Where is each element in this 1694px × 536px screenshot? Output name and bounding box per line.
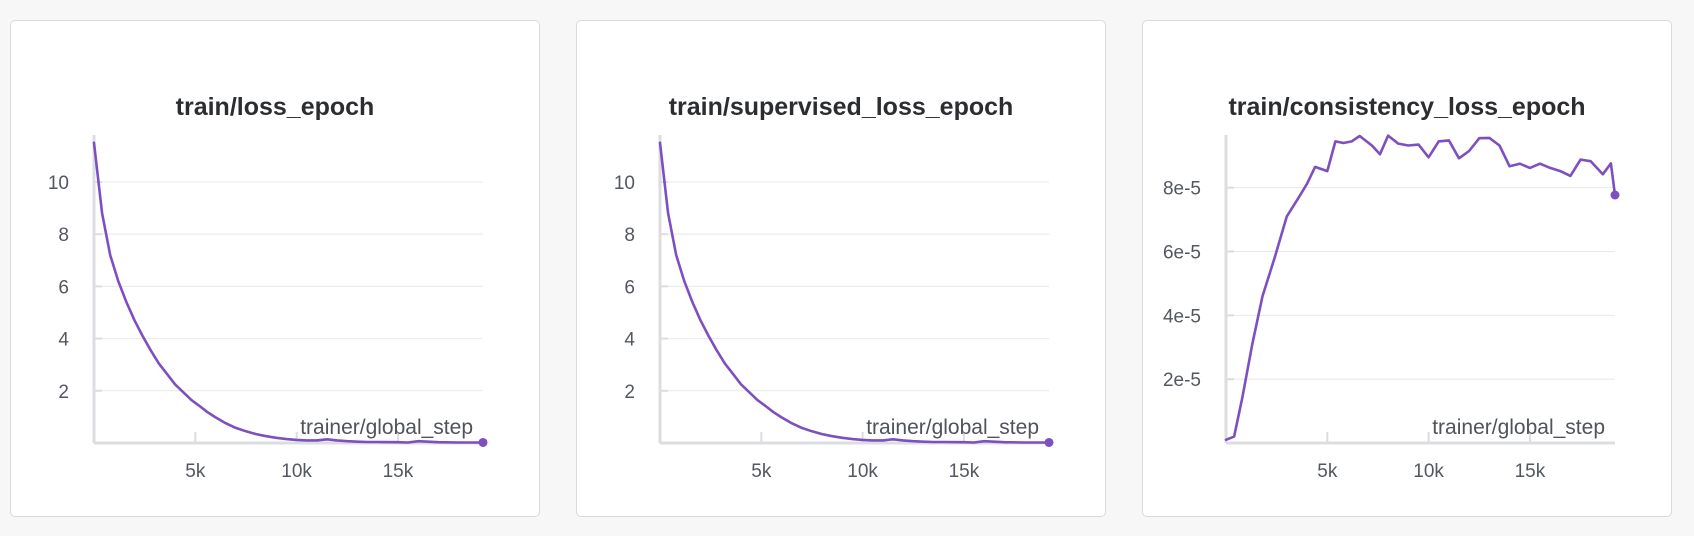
y-tick-label: 6 — [624, 277, 635, 298]
x-tick-label: 10k — [847, 461, 878, 482]
series-line — [1224, 134, 1617, 442]
y-tick-label: 10 — [614, 173, 635, 194]
x-tick-label: 5k — [751, 461, 772, 482]
x-tick-label: 10k — [281, 461, 312, 482]
x-tick-label: 10k — [1413, 461, 1444, 482]
series-end-point — [1610, 190, 1620, 200]
y-tick-label: 8e-5 — [1163, 179, 1201, 200]
chart-title: train/loss_epoch — [175, 93, 375, 121]
y-tick-label: 6e-5 — [1163, 242, 1201, 263]
chart-title: train/consistency_loss_epoch — [1228, 93, 1586, 121]
x-axis-label: trainer/global_step — [300, 416, 473, 439]
chart-panel-supervised-loss-epoch[interactable]: train/supervised_loss_epoch 2 4 6 8 10 5k 10k 1… — [576, 20, 1106, 517]
line-chart-loss-epoch[interactable]: 2 4 6 8 10 5k 10k 15k trainer/global_step — [11, 21, 539, 516]
y-tick-label: 10 — [48, 173, 69, 194]
y-tick-label: 4 — [58, 330, 69, 351]
y-tick-label: 4 — [624, 330, 635, 351]
x-tick-label: 15k — [383, 461, 414, 482]
x-tick-label: 15k — [1515, 461, 1546, 482]
x-tick-label: 5k — [1317, 461, 1338, 482]
y-tick-label: 2 — [58, 382, 69, 403]
x-axis-label: trainer/global_step — [866, 416, 1039, 439]
y-tick-label: 6 — [58, 277, 69, 298]
line-chart-consistency-loss-epoch[interactable]: 2e-5 4e-5 6e-5 8e-5 5k 10k 15k trainer/global_s… — [1143, 21, 1671, 516]
line-chart-supervised-loss-epoch[interactable]: 2 4 6 8 10 5k 10k 15k trainer/global_step — [577, 21, 1105, 516]
chart-panel-consistency-loss-epoch[interactable]: train/consistency_loss_epoch 2e-5 4e-5 6e-… — [1142, 20, 1672, 517]
y-tick-label: 2 — [624, 382, 635, 403]
series-line — [658, 141, 1051, 444]
chart-panel-loss-epoch[interactable]: train/loss_epoch 2 4 6 8 10 5k 10k 15k trainer/g… — [10, 20, 540, 517]
y-tick-label: 8 — [624, 225, 635, 246]
chart-title: train/supervised_loss_epoch — [668, 93, 1014, 121]
x-axis-label: trainer/global_step — [1432, 416, 1605, 439]
y-tick-label: 4e-5 — [1163, 306, 1201, 327]
series-end-point — [478, 437, 488, 447]
y-tick-label: 2e-5 — [1163, 370, 1201, 391]
x-tick-label: 5k — [185, 461, 206, 482]
y-tick-label: 8 — [58, 225, 69, 246]
series-line — [92, 141, 485, 444]
series-end-point — [1044, 437, 1054, 447]
x-tick-label: 15k — [949, 461, 980, 482]
